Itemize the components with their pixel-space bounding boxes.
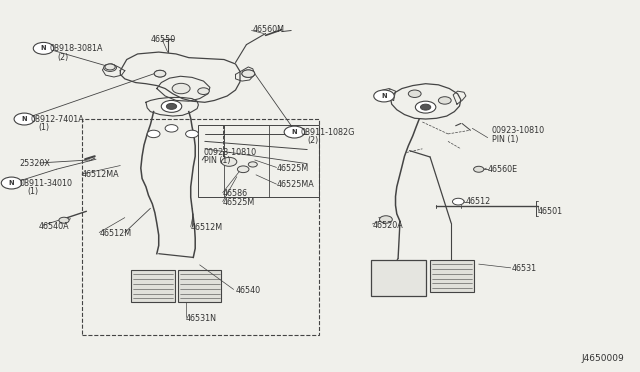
Circle shape — [147, 130, 160, 138]
Circle shape — [438, 97, 451, 104]
Circle shape — [374, 90, 394, 102]
Circle shape — [105, 64, 115, 70]
Text: 46531: 46531 — [512, 264, 537, 273]
Circle shape — [284, 126, 305, 138]
Text: 46560M: 46560M — [253, 25, 285, 34]
Text: (1): (1) — [38, 123, 49, 132]
Circle shape — [154, 70, 166, 77]
Bar — [131, 270, 175, 302]
Text: 08911-1082G: 08911-1082G — [301, 128, 355, 137]
Text: N: N — [41, 45, 46, 51]
Circle shape — [242, 70, 255, 77]
Circle shape — [172, 83, 190, 94]
Circle shape — [237, 166, 249, 173]
Text: (1): (1) — [27, 187, 38, 196]
Circle shape — [248, 162, 257, 167]
Circle shape — [242, 70, 255, 77]
Circle shape — [420, 104, 431, 110]
Text: 46501: 46501 — [538, 207, 563, 216]
Circle shape — [59, 217, 69, 223]
Circle shape — [166, 103, 177, 109]
Circle shape — [165, 125, 178, 132]
Bar — [430, 260, 474, 292]
Text: 46525M: 46525M — [223, 198, 255, 207]
Text: 46512MA: 46512MA — [82, 170, 120, 179]
Text: 46560E: 46560E — [488, 165, 518, 174]
Text: 08912-7401A: 08912-7401A — [31, 115, 84, 124]
Circle shape — [221, 157, 237, 166]
Text: 46512M: 46512M — [99, 229, 131, 238]
Circle shape — [33, 42, 54, 54]
Text: 46550: 46550 — [150, 35, 176, 44]
Circle shape — [198, 88, 209, 94]
Circle shape — [154, 70, 166, 77]
Circle shape — [380, 216, 392, 223]
Bar — [82, 119, 319, 335]
Text: 46540A: 46540A — [38, 222, 69, 231]
Circle shape — [161, 100, 182, 112]
Text: 25320X: 25320X — [19, 159, 50, 168]
Text: 46512M: 46512M — [191, 223, 223, 232]
Text: 46512: 46512 — [466, 197, 491, 206]
Text: 46525M: 46525M — [276, 164, 308, 173]
Text: (2): (2) — [58, 53, 69, 62]
Text: PIN (1): PIN (1) — [204, 156, 230, 165]
Text: 46531N: 46531N — [186, 314, 216, 323]
Text: N: N — [22, 116, 27, 122]
Circle shape — [415, 101, 436, 113]
Bar — [198, 125, 319, 197]
Circle shape — [1, 177, 22, 189]
Text: 46540: 46540 — [236, 286, 260, 295]
Text: 46525MA: 46525MA — [276, 180, 314, 189]
Bar — [178, 270, 221, 302]
Bar — [371, 260, 426, 296]
Circle shape — [186, 130, 198, 138]
Circle shape — [408, 90, 421, 97]
Circle shape — [14, 113, 35, 125]
Text: PIN (1): PIN (1) — [492, 135, 518, 144]
Text: J4650009: J4650009 — [581, 354, 624, 363]
Text: N: N — [292, 129, 297, 135]
Text: (2): (2) — [307, 136, 319, 145]
Text: N: N — [381, 93, 387, 99]
Text: 00923-10810: 00923-10810 — [204, 148, 257, 157]
Text: 46520A: 46520A — [372, 221, 403, 230]
Text: 46586: 46586 — [223, 189, 248, 198]
Circle shape — [474, 166, 484, 172]
Text: N: N — [9, 180, 14, 186]
Text: 08911-34010: 08911-34010 — [19, 179, 72, 187]
Circle shape — [452, 198, 464, 205]
Circle shape — [104, 64, 116, 71]
Text: 00923-10810: 00923-10810 — [492, 126, 545, 135]
Text: 08918-3081A: 08918-3081A — [50, 44, 104, 53]
